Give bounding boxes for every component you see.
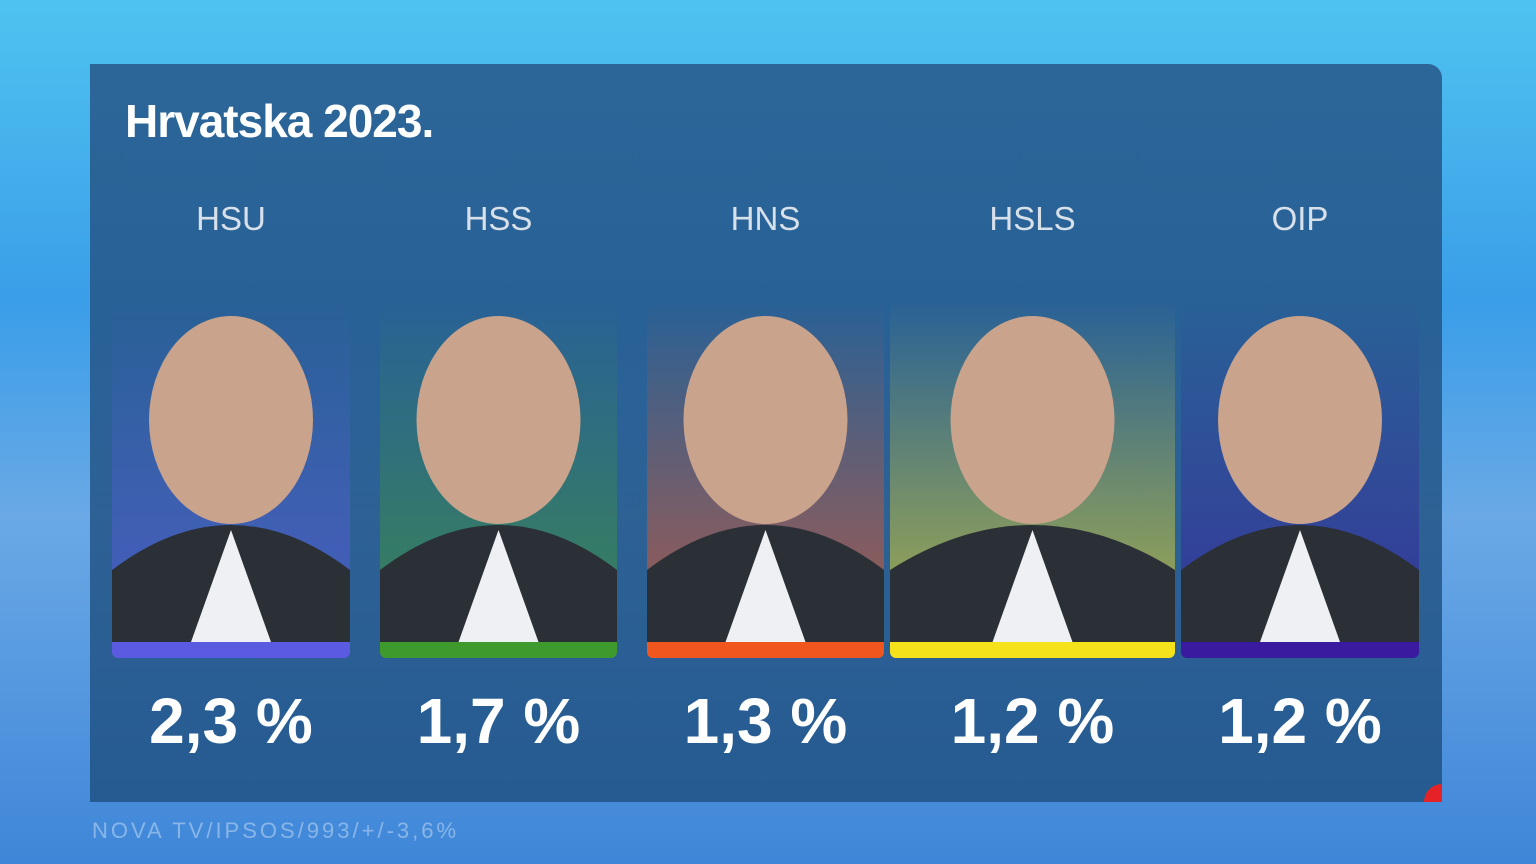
party-name: HSU bbox=[196, 200, 266, 237]
candidate-photo bbox=[112, 300, 350, 642]
source: NOVA TV/IPSOS/993/+/-3,6% bbox=[92, 818, 460, 843]
party-percentage: 1,3 % bbox=[683, 685, 848, 757]
party-name: OIP bbox=[1271, 200, 1329, 237]
portrait bbox=[380, 316, 617, 642]
portrait bbox=[1181, 316, 1419, 642]
candidate-photo bbox=[380, 300, 617, 642]
party-percentage: 1,2 % bbox=[1218, 685, 1382, 757]
party-name: HSS bbox=[464, 200, 533, 237]
party-color-strip bbox=[647, 642, 884, 658]
candidate-photo bbox=[647, 300, 884, 642]
portrait bbox=[647, 316, 884, 642]
corner-accent bbox=[1424, 784, 1442, 802]
party-percentage: 2,3 % bbox=[149, 685, 313, 757]
party-color-strip bbox=[1181, 642, 1419, 658]
panel: Hrvatska 2023. HSU 2,3 % HSS 1,7 % HNS 1,3 % H… bbox=[90, 64, 1442, 802]
party-color-strip bbox=[112, 642, 350, 658]
candidate-photo bbox=[890, 300, 1175, 642]
party-color-strip bbox=[380, 642, 617, 658]
portrait bbox=[112, 316, 350, 642]
party-name: HSLS bbox=[989, 200, 1076, 237]
portrait bbox=[890, 316, 1175, 642]
party-percentage: 1,7 % bbox=[416, 685, 581, 757]
party-name: HNS bbox=[730, 200, 801, 237]
candidate-photo bbox=[1181, 300, 1419, 642]
party-percentage: 1,2 % bbox=[950, 685, 1115, 757]
title: Hrvatska 2023. bbox=[125, 95, 434, 147]
party-color-strip bbox=[890, 642, 1175, 658]
